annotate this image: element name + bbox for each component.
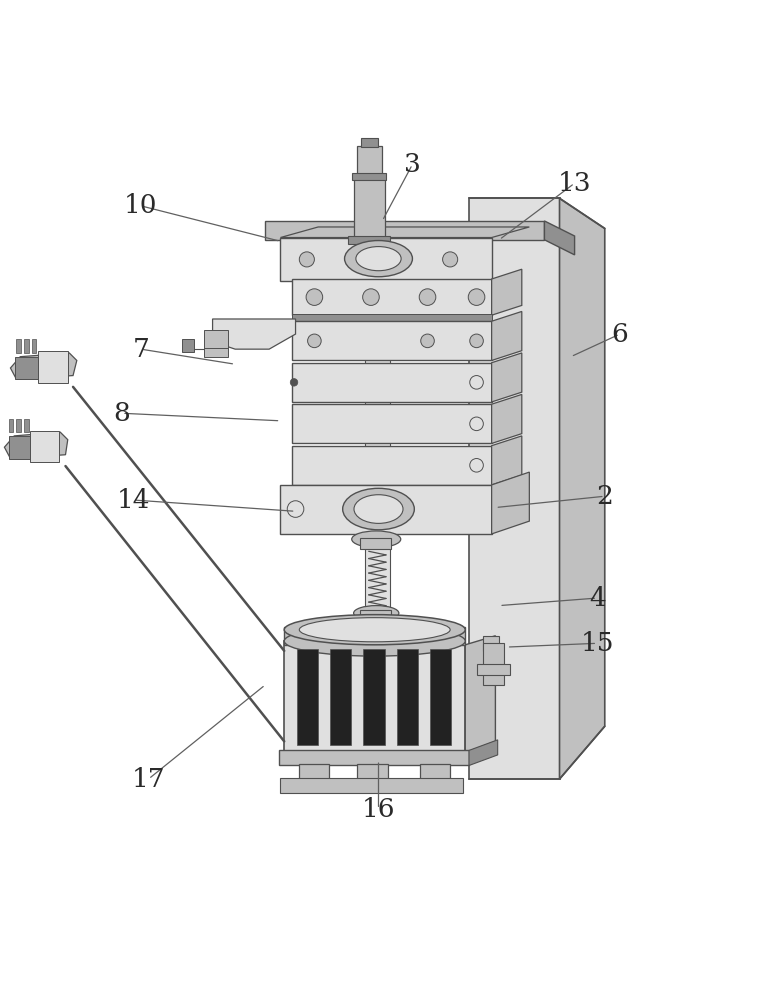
Ellipse shape: [421, 334, 435, 348]
Bar: [204, 348, 228, 357]
Bar: [348, 236, 390, 244]
Text: 16: 16: [362, 797, 395, 822]
Ellipse shape: [307, 334, 321, 348]
Text: 10: 10: [124, 193, 157, 218]
Bar: [482, 636, 499, 651]
Polygon shape: [491, 394, 522, 443]
Bar: [361, 138, 378, 147]
Ellipse shape: [470, 334, 483, 348]
Text: 7: 7: [132, 337, 149, 362]
Text: 2: 2: [597, 484, 613, 509]
Polygon shape: [5, 432, 68, 459]
Ellipse shape: [284, 615, 466, 645]
Text: 8: 8: [114, 401, 130, 426]
Text: 4: 4: [589, 586, 606, 611]
Polygon shape: [466, 636, 495, 753]
Bar: [17, 339, 21, 353]
Bar: [284, 627, 466, 645]
Bar: [363, 649, 385, 745]
Bar: [291, 314, 491, 323]
Ellipse shape: [354, 495, 403, 523]
Bar: [291, 279, 491, 315]
Text: 13: 13: [558, 171, 591, 196]
Text: 14: 14: [117, 488, 150, 512]
Polygon shape: [280, 227, 529, 238]
Bar: [482, 643, 503, 685]
Bar: [291, 321, 491, 360]
Bar: [299, 764, 329, 781]
Bar: [9, 436, 30, 459]
Bar: [397, 649, 418, 745]
Text: 3: 3: [404, 152, 421, 177]
Bar: [297, 649, 318, 745]
Bar: [357, 764, 388, 781]
Polygon shape: [491, 353, 522, 402]
Bar: [279, 750, 469, 765]
Bar: [17, 419, 21, 432]
Ellipse shape: [356, 247, 401, 271]
Bar: [30, 431, 59, 462]
Bar: [182, 339, 194, 352]
Text: 6: 6: [612, 322, 628, 347]
Bar: [357, 146, 382, 176]
Ellipse shape: [352, 531, 400, 548]
Bar: [15, 357, 38, 379]
Bar: [330, 649, 351, 745]
Ellipse shape: [343, 488, 414, 530]
Ellipse shape: [299, 618, 450, 642]
Polygon shape: [469, 198, 559, 779]
Bar: [32, 339, 36, 353]
Polygon shape: [491, 311, 522, 360]
Bar: [420, 764, 450, 781]
Bar: [280, 778, 463, 793]
Ellipse shape: [354, 606, 399, 621]
Bar: [352, 173, 386, 180]
Bar: [24, 339, 29, 353]
Ellipse shape: [443, 252, 458, 267]
Bar: [291, 363, 491, 402]
Polygon shape: [544, 221, 575, 255]
Ellipse shape: [284, 626, 466, 656]
Bar: [204, 330, 228, 349]
Bar: [38, 351, 68, 383]
Text: 17: 17: [132, 767, 165, 792]
Ellipse shape: [344, 241, 413, 277]
Bar: [291, 404, 491, 443]
Bar: [24, 419, 29, 432]
Polygon shape: [213, 319, 295, 349]
Bar: [360, 610, 391, 622]
Ellipse shape: [290, 379, 298, 386]
Ellipse shape: [419, 289, 436, 305]
Bar: [354, 176, 385, 240]
Bar: [291, 446, 491, 485]
Bar: [365, 281, 390, 726]
Polygon shape: [11, 353, 76, 379]
Ellipse shape: [363, 289, 379, 305]
Polygon shape: [469, 740, 497, 765]
Ellipse shape: [306, 289, 322, 305]
Bar: [430, 649, 451, 745]
Bar: [9, 419, 14, 432]
Polygon shape: [491, 269, 522, 315]
Ellipse shape: [299, 252, 314, 267]
Polygon shape: [491, 436, 522, 485]
Polygon shape: [266, 221, 544, 240]
Polygon shape: [491, 472, 529, 534]
Bar: [360, 538, 391, 549]
Bar: [284, 641, 466, 753]
Bar: [477, 664, 510, 675]
Text: 15: 15: [581, 631, 614, 656]
Bar: [280, 238, 491, 281]
Polygon shape: [559, 198, 605, 779]
Ellipse shape: [469, 289, 484, 305]
Bar: [280, 485, 491, 534]
